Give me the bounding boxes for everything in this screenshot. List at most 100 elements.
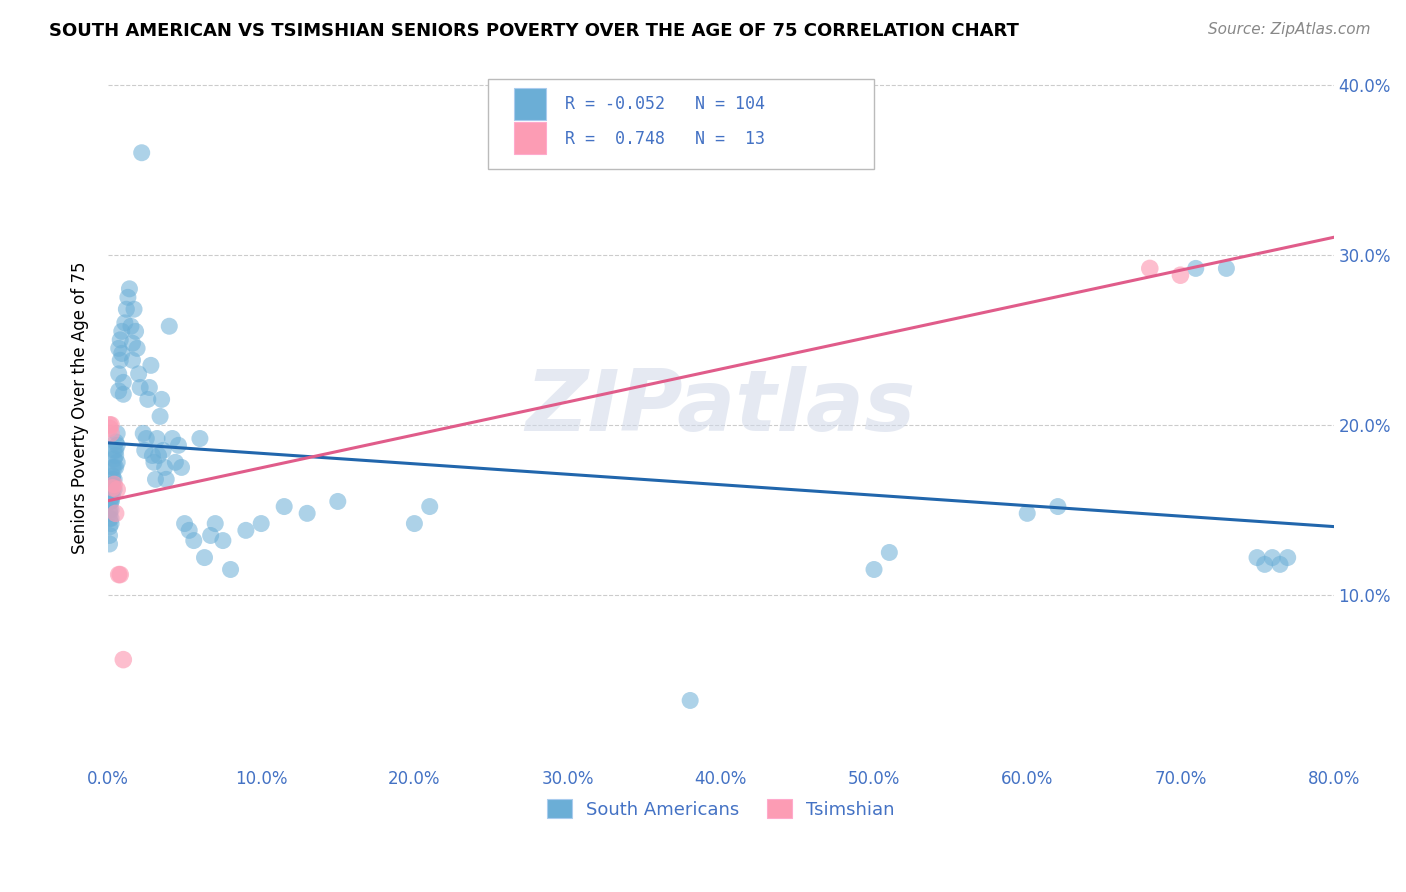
Point bbox=[101, 477, 124, 491]
Point bbox=[117, 290, 139, 304]
Point bbox=[107, 367, 129, 381]
Point bbox=[204, 516, 226, 531]
Point bbox=[132, 426, 155, 441]
Point bbox=[98, 528, 121, 542]
Point bbox=[150, 392, 173, 407]
Point bbox=[122, 302, 145, 317]
Point bbox=[105, 455, 128, 469]
Point bbox=[100, 503, 122, 517]
Point bbox=[1261, 550, 1284, 565]
Point bbox=[100, 516, 122, 531]
Point bbox=[149, 409, 172, 424]
Point bbox=[273, 500, 295, 514]
Point bbox=[101, 469, 124, 483]
Point bbox=[103, 460, 125, 475]
Point bbox=[1046, 500, 1069, 514]
Point bbox=[121, 353, 143, 368]
Point bbox=[100, 494, 122, 508]
Point bbox=[111, 346, 134, 360]
Point bbox=[104, 434, 127, 449]
Point bbox=[103, 451, 125, 466]
FancyBboxPatch shape bbox=[513, 122, 546, 154]
Point bbox=[105, 426, 128, 441]
Point bbox=[1277, 550, 1299, 565]
FancyBboxPatch shape bbox=[513, 87, 546, 120]
Point bbox=[219, 562, 242, 576]
Point bbox=[98, 511, 121, 525]
Point bbox=[183, 533, 205, 548]
Point bbox=[100, 426, 122, 441]
Text: Source: ZipAtlas.com: Source: ZipAtlas.com bbox=[1208, 22, 1371, 37]
FancyBboxPatch shape bbox=[488, 79, 875, 169]
Point bbox=[103, 472, 125, 486]
Point bbox=[110, 333, 132, 347]
Text: R = -0.052   N = 104: R = -0.052 N = 104 bbox=[565, 95, 765, 113]
Point bbox=[679, 693, 702, 707]
Point bbox=[98, 507, 121, 521]
Point bbox=[135, 432, 157, 446]
Point bbox=[100, 417, 122, 432]
Point bbox=[104, 443, 127, 458]
Point bbox=[112, 376, 135, 390]
Point bbox=[110, 567, 132, 582]
Point bbox=[129, 380, 152, 394]
Point bbox=[235, 524, 257, 538]
Point bbox=[101, 472, 124, 486]
Point bbox=[162, 432, 184, 446]
Point bbox=[105, 438, 128, 452]
Point bbox=[114, 316, 136, 330]
Point bbox=[165, 455, 187, 469]
Point bbox=[139, 359, 162, 373]
Point bbox=[295, 507, 318, 521]
Point bbox=[170, 460, 193, 475]
Point bbox=[153, 460, 176, 475]
Point bbox=[193, 550, 215, 565]
Point bbox=[98, 486, 121, 500]
Point bbox=[104, 449, 127, 463]
Point bbox=[1268, 558, 1291, 572]
Point bbox=[128, 367, 150, 381]
Point bbox=[115, 302, 138, 317]
Point bbox=[104, 507, 127, 521]
Point bbox=[250, 516, 273, 531]
Point bbox=[1017, 507, 1039, 521]
Point bbox=[1139, 261, 1161, 276]
Point bbox=[103, 483, 125, 497]
Point bbox=[419, 500, 441, 514]
Point bbox=[134, 443, 156, 458]
Point bbox=[179, 524, 201, 538]
Point bbox=[103, 477, 125, 491]
Point bbox=[98, 537, 121, 551]
Point bbox=[101, 489, 124, 503]
Point bbox=[879, 545, 901, 559]
Point bbox=[155, 472, 177, 486]
Point bbox=[98, 417, 121, 432]
Point bbox=[100, 477, 122, 491]
Point bbox=[141, 449, 163, 463]
Point bbox=[131, 145, 153, 160]
Point bbox=[142, 455, 165, 469]
Point bbox=[98, 494, 121, 508]
Point bbox=[107, 384, 129, 398]
Point bbox=[111, 324, 134, 338]
Point bbox=[145, 472, 167, 486]
Point bbox=[121, 336, 143, 351]
Point bbox=[1170, 268, 1192, 283]
Point bbox=[1215, 261, 1237, 276]
Point bbox=[136, 392, 159, 407]
Point bbox=[120, 319, 142, 334]
Point bbox=[212, 533, 235, 548]
Point bbox=[124, 324, 146, 338]
Point bbox=[127, 342, 149, 356]
Point bbox=[101, 460, 124, 475]
Point bbox=[138, 380, 160, 394]
Point bbox=[101, 481, 124, 495]
Point bbox=[188, 432, 211, 446]
Point bbox=[103, 443, 125, 458]
Point bbox=[1253, 558, 1275, 572]
Point bbox=[107, 342, 129, 356]
Point bbox=[112, 387, 135, 401]
Point bbox=[326, 494, 349, 508]
Point bbox=[863, 562, 886, 576]
Point bbox=[107, 567, 129, 582]
